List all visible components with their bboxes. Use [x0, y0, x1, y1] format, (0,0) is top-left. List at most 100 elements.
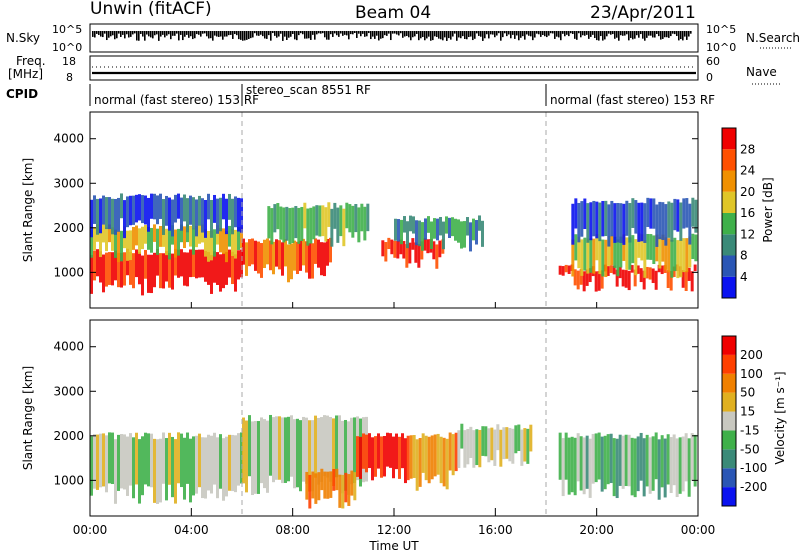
data-cell	[417, 244, 421, 268]
data-cell	[216, 225, 219, 245]
nsky-bar	[108, 31, 110, 38]
data-cell	[574, 234, 578, 261]
nsky-bar	[300, 31, 302, 34]
data-cell	[395, 433, 398, 470]
data-cell	[308, 474, 312, 509]
nsky-bar	[140, 31, 142, 34]
data-cell	[240, 226, 243, 249]
data-cell	[231, 198, 234, 235]
data-cell	[348, 204, 352, 233]
data-cell	[108, 197, 111, 230]
data-cell	[225, 436, 228, 497]
nsky-bar	[550, 31, 552, 34]
nsky-bar	[200, 31, 202, 37]
nsky-bar	[332, 31, 334, 37]
data-cell	[392, 436, 395, 479]
y-tick-label: 2000	[53, 221, 84, 235]
data-cell	[320, 417, 323, 482]
data-cell	[630, 437, 634, 496]
data-cell	[436, 433, 440, 475]
data-cell	[594, 271, 598, 292]
nsky-bar	[614, 31, 616, 39]
data-cell	[402, 241, 406, 259]
data-cell	[210, 230, 213, 261]
data-cell	[679, 239, 683, 278]
colorbar-tick-label: 24	[740, 164, 755, 178]
data-cell	[144, 224, 147, 244]
data-cell	[141, 255, 144, 296]
nsky-bar	[678, 31, 680, 41]
data-cell	[231, 434, 234, 492]
nsky-bar	[432, 31, 434, 41]
data-cell	[666, 270, 670, 288]
data-cell	[159, 438, 162, 503]
colorbar-swatch	[722, 276, 736, 298]
nsky-bar	[498, 31, 500, 34]
data-cell	[350, 470, 354, 496]
x-tick-label: 00:00	[681, 523, 716, 537]
nsky-bar	[410, 31, 412, 41]
nsky-bar	[116, 31, 118, 39]
nsky-bar	[92, 31, 94, 37]
nsky-bar	[134, 31, 136, 34]
data-cell	[279, 206, 283, 240]
data-cell	[284, 417, 287, 483]
nsky-bar	[342, 31, 344, 36]
data-cell	[347, 474, 351, 506]
nsky-bar	[414, 31, 416, 37]
nsky-bar	[298, 31, 300, 36]
data-cell	[396, 241, 400, 259]
data-cell	[442, 437, 446, 487]
data-cell	[248, 239, 251, 267]
data-cell	[371, 437, 374, 481]
nsky-bar	[326, 31, 328, 40]
nsky-bar	[368, 31, 370, 34]
data-cell	[339, 205, 343, 237]
data-cell	[210, 435, 213, 494]
data-cell	[438, 240, 442, 258]
data-cell	[657, 264, 661, 273]
data-cell	[439, 436, 443, 484]
nsky-tick-bottom: 10^0	[52, 41, 82, 54]
data-cell	[621, 435, 625, 489]
nsky-bar	[666, 31, 668, 38]
y-tick-label: 3000	[53, 176, 84, 190]
power-colorbar: 4 8 12 16 20 24 28	[721, 127, 755, 299]
data-cell	[350, 417, 353, 485]
data-cell	[305, 241, 308, 273]
data-cell	[673, 237, 677, 272]
nsky-bar	[490, 31, 492, 35]
data-cell	[649, 198, 653, 229]
data-cell	[177, 228, 180, 256]
colorbar-swatch	[722, 354, 736, 374]
data-cell	[445, 216, 448, 234]
nsky-bar	[412, 31, 414, 38]
data-cell	[213, 194, 216, 223]
nsky-bar	[220, 31, 222, 37]
nsky-bar	[104, 31, 106, 34]
data-cell	[591, 433, 595, 484]
data-cell	[669, 437, 673, 494]
data-cell	[210, 255, 213, 294]
y-tick-label: 1000	[53, 473, 84, 487]
nsearch-tick-bottom: 10^0	[706, 41, 736, 54]
data-cell	[323, 242, 326, 277]
data-cell	[673, 198, 677, 231]
nsky-bar	[578, 31, 580, 34]
data-cell	[694, 234, 698, 262]
data-cell	[505, 427, 509, 459]
colorbar-frame	[721, 127, 737, 299]
nsky-bar	[98, 31, 100, 35]
data-cell	[108, 252, 111, 285]
data-cell	[284, 239, 287, 267]
data-cell	[418, 437, 422, 487]
data-cell	[278, 416, 281, 480]
nsky-bar	[560, 31, 562, 41]
nsky-bar	[562, 31, 564, 34]
nsky-bar	[290, 31, 292, 37]
data-cell	[640, 202, 644, 242]
data-cell	[308, 420, 311, 492]
data-cell	[180, 224, 183, 243]
data-cell	[430, 435, 434, 480]
data-cell	[619, 203, 623, 244]
